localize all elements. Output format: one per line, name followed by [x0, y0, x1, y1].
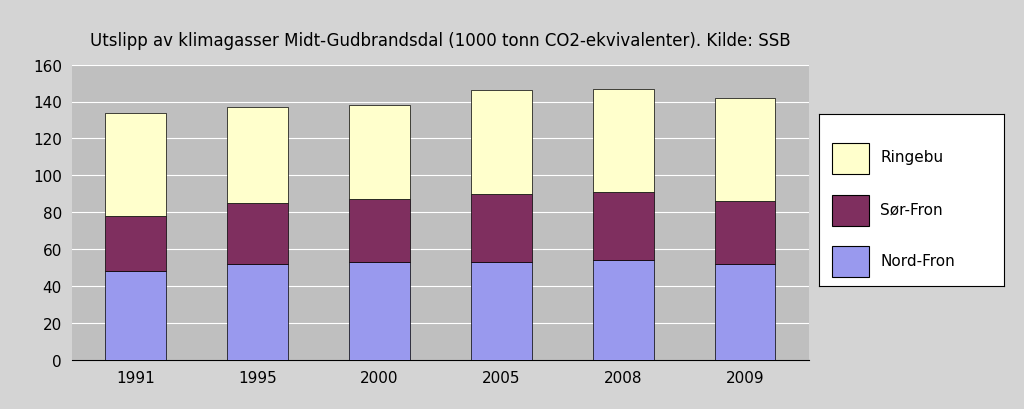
FancyBboxPatch shape [833, 195, 869, 226]
Bar [227, 264, 288, 360]
Bar [593, 89, 653, 193]
Text: Ringebu: Ringebu [880, 150, 943, 165]
Bar [471, 194, 531, 263]
Bar [349, 200, 410, 263]
Bar [715, 202, 775, 264]
Bar [227, 203, 288, 264]
Bar [105, 272, 166, 360]
Bar [105, 216, 166, 272]
Bar [593, 193, 653, 261]
Bar [471, 263, 531, 360]
Bar [105, 113, 166, 216]
FancyBboxPatch shape [833, 144, 869, 175]
FancyBboxPatch shape [833, 247, 869, 278]
Text: Nord-Fron: Nord-Fron [880, 253, 954, 268]
Title: Utslipp av klimagasser Midt-Gudbrandsdal (1000 tonn CO2-ekvivalenter). Kilde: SS: Utslipp av klimagasser Midt-Gudbrandsdal… [90, 32, 791, 50]
Text: Sør-Fron: Sør-Fron [880, 202, 943, 216]
Bar [227, 108, 288, 203]
Bar [715, 99, 775, 202]
Bar [349, 106, 410, 200]
Bar [593, 261, 653, 360]
Bar [715, 264, 775, 360]
Bar [471, 91, 531, 194]
Bar [349, 263, 410, 360]
